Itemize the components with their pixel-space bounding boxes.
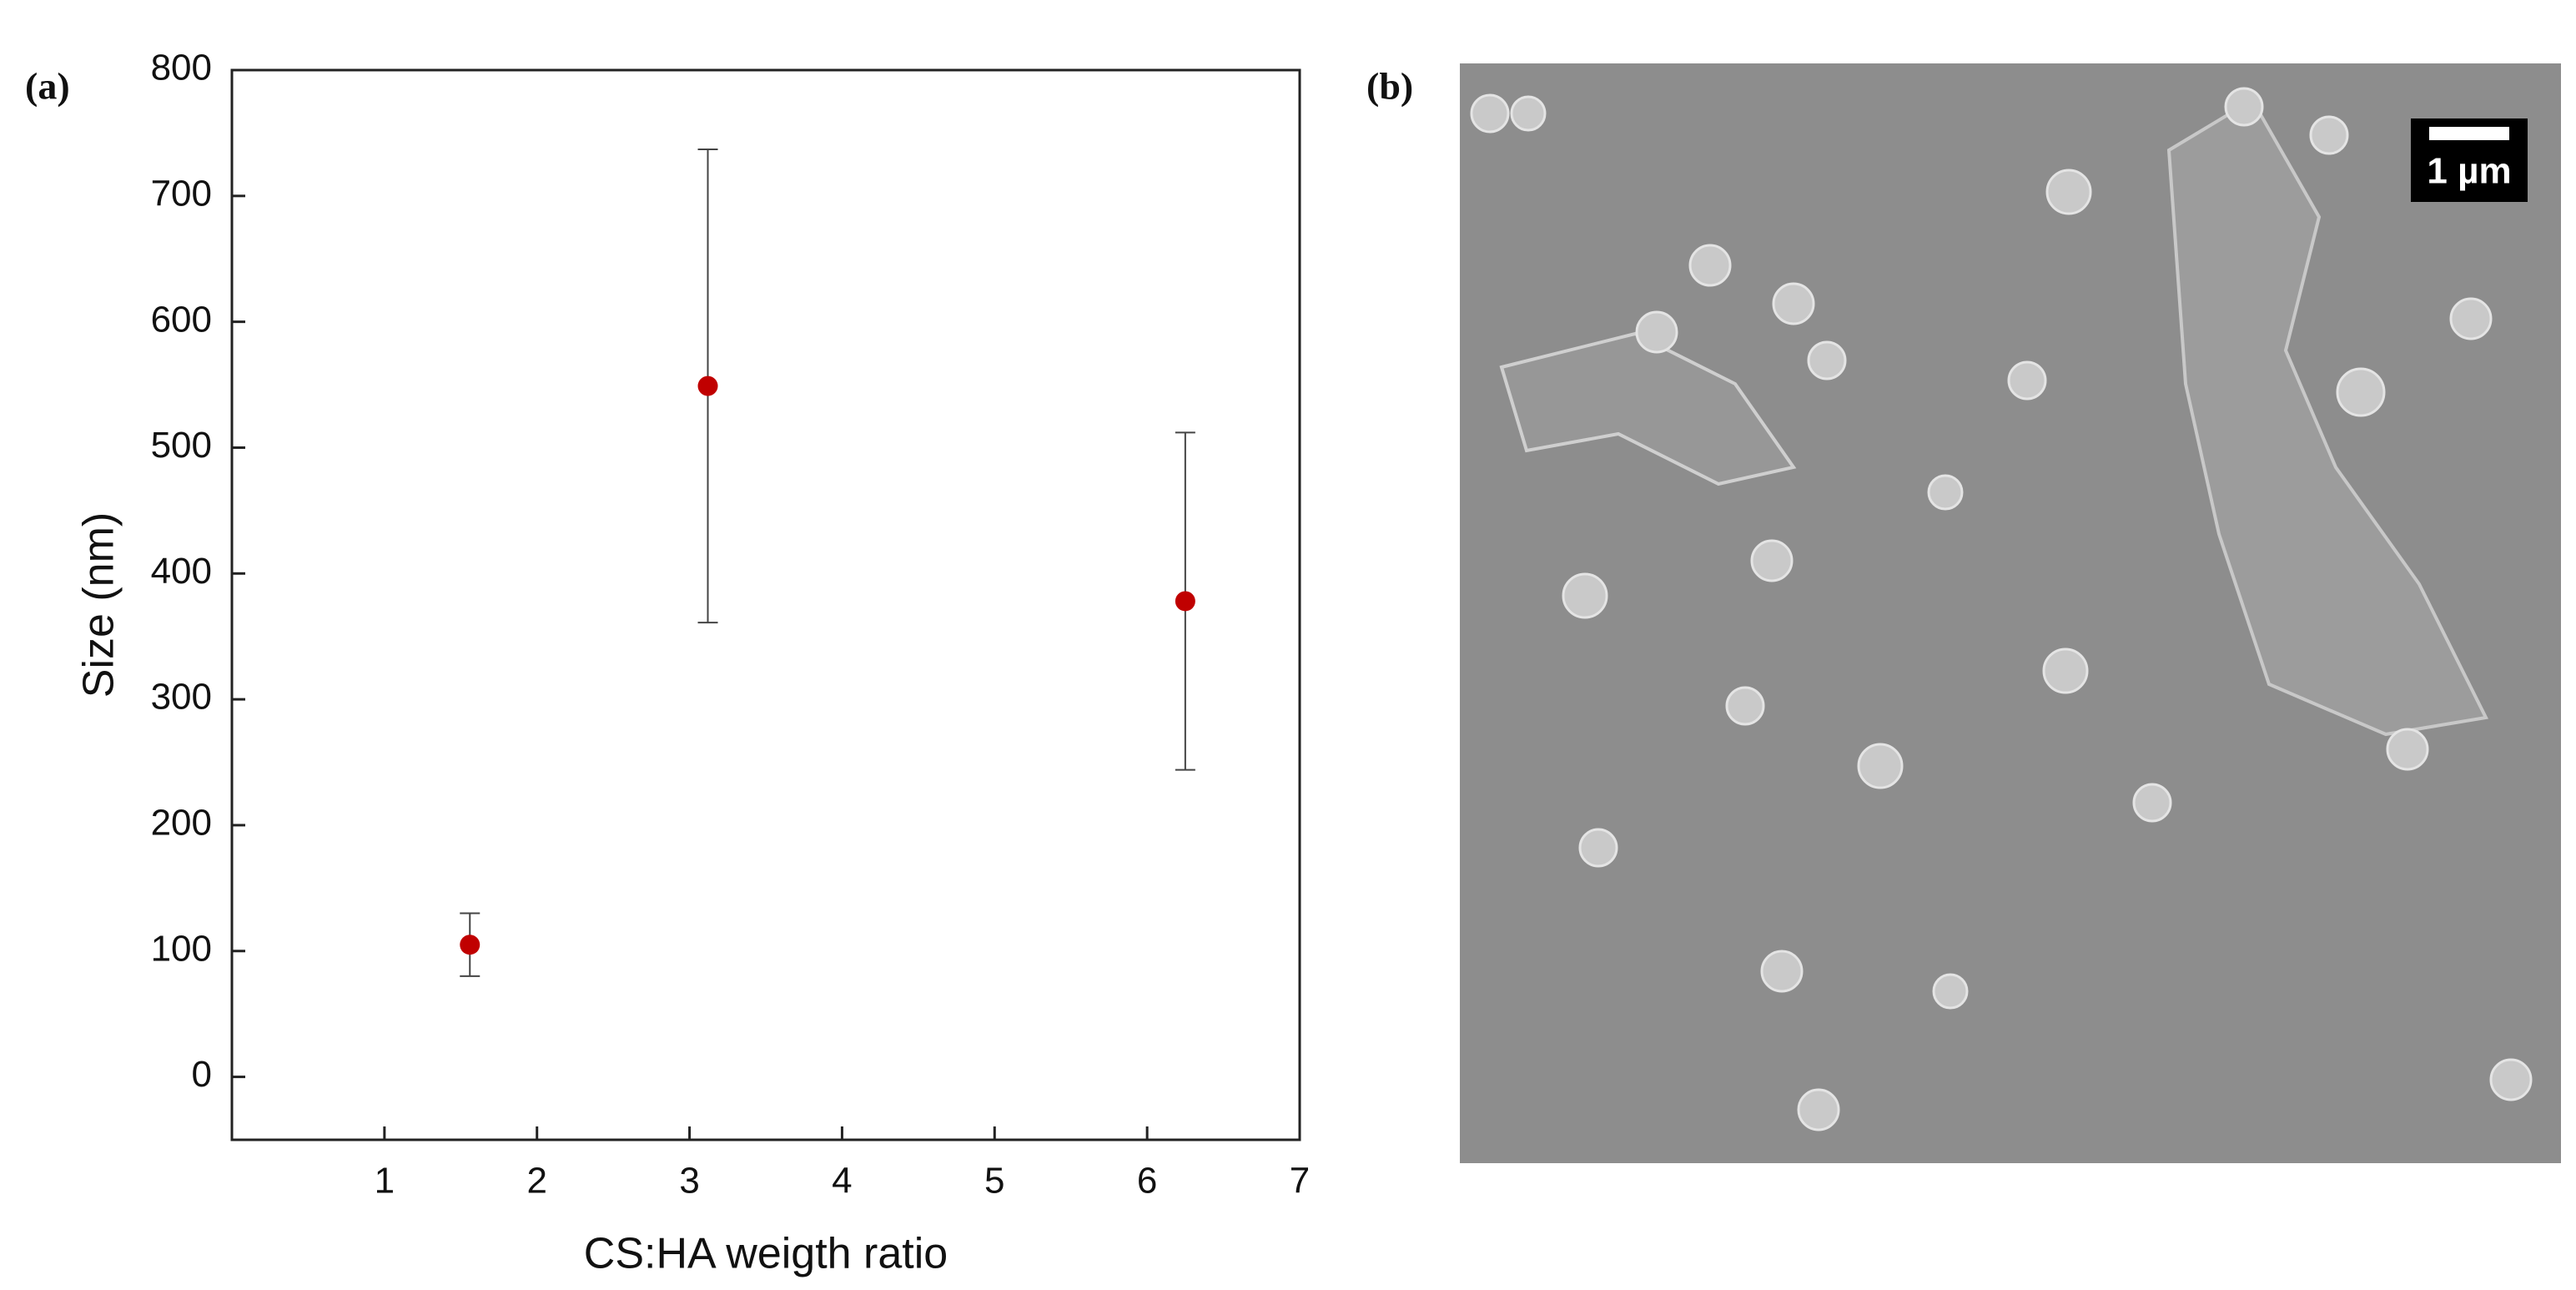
y-tick-label: 200	[151, 803, 212, 844]
y-tick-label: 400	[151, 551, 212, 592]
point	[697, 375, 718, 396]
y-tick-label: 100	[151, 928, 212, 969]
panel-label: (b)	[1366, 65, 1413, 108]
y-tick-label: 300	[151, 677, 212, 718]
scale-bar-label: 1 µm	[2427, 151, 2511, 192]
y-tick-label: 600	[151, 299, 212, 340]
sem-image: 1 µm	[1460, 63, 2561, 1163]
x-axis-title: CS:HA weigth ratio	[584, 1230, 948, 1278]
point	[460, 935, 480, 955]
plot-frame	[230, 68, 1301, 1141]
x-tick-label: 2	[526, 1161, 546, 1202]
x-tick-label: 7	[1290, 1161, 1310, 1202]
point	[1175, 591, 1195, 612]
y-tick-label: 800	[151, 48, 212, 88]
x-tick-label: 5	[984, 1161, 1004, 1202]
y-tick-label: 0	[192, 1054, 212, 1095]
y-axis-title: Size (nm)	[75, 512, 123, 698]
panel-label: (a)	[25, 65, 70, 108]
x-tick-label: 1	[375, 1161, 395, 1202]
x-tick-label: 3	[679, 1161, 699, 1202]
x-tick-label: 6	[1137, 1161, 1157, 1202]
y-tick-label: 700	[151, 173, 212, 214]
x-tick-label: 4	[832, 1161, 852, 1202]
y-tick-label: 500	[151, 425, 212, 466]
